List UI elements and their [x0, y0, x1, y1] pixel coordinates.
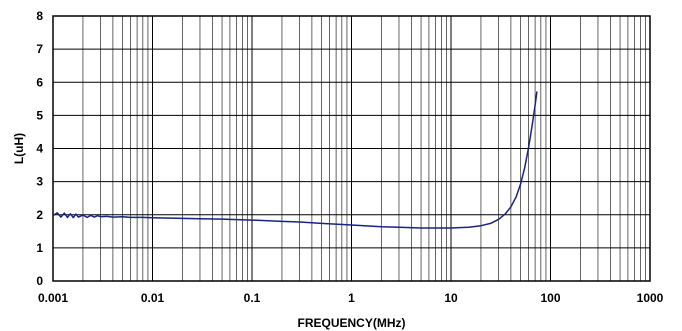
x-tick-label: 0.1 — [244, 291, 261, 305]
x-tick-label: 1 — [348, 291, 355, 305]
y-axis-title: L(uH) — [12, 133, 26, 164]
y-tick-label: 3 — [36, 175, 43, 189]
y-axis-tick-labels: 0 1 2 3 4 5 6 7 8 — [36, 9, 43, 288]
y-tick-label: 8 — [36, 9, 43, 23]
y-tick-label: 5 — [36, 108, 43, 122]
x-tick-label: 100 — [540, 291, 560, 305]
y-tick-label: 6 — [36, 75, 43, 89]
x-axis-tick-labels: 0.001 0.01 0.1 1 10 100 1000 — [38, 291, 664, 305]
major-gridlines — [52, 15, 651, 282]
x-axis-title: FREQUENCY(MHz) — [298, 316, 406, 330]
y-tick-label: 7 — [36, 42, 43, 56]
x-tick-label: 0.001 — [38, 291, 68, 305]
y-tick-label: 1 — [36, 241, 43, 255]
x-tick-label: 0.01 — [141, 291, 165, 305]
plot-frame — [52, 15, 651, 282]
x-tick-label: 1000 — [637, 291, 664, 305]
y-tick-label: 0 — [36, 274, 43, 288]
inductance-series-line — [52, 91, 538, 229]
y-tick-label: 2 — [36, 208, 43, 222]
y-tick-label: 4 — [36, 142, 43, 156]
x-tick-label: 10 — [444, 291, 458, 305]
